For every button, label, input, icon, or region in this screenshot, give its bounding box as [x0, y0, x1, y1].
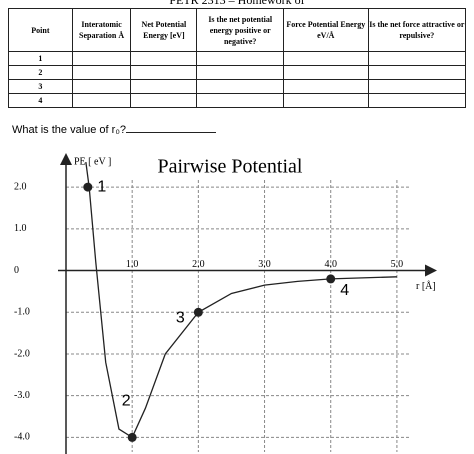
- table-cell: [367, 93, 467, 108]
- column-header: Is the net potential energy positive or …: [196, 8, 284, 52]
- column-header: Net Potential Energy [eV]: [130, 8, 198, 52]
- table-cell: 2: [8, 65, 73, 80]
- chart-title: Pairwise Potential: [158, 156, 303, 178]
- table-cell: [283, 51, 369, 66]
- table-cell: [367, 51, 467, 66]
- table-cell: [367, 65, 467, 80]
- question: What is the value of r₀?: [12, 124, 217, 136]
- table-cell: [196, 51, 284, 66]
- y-tick-label: 2.0: [14, 181, 27, 192]
- x-axis-label: r [Å]: [416, 280, 436, 292]
- x-tick-label: 1.0: [126, 259, 139, 270]
- data-point: [127, 432, 137, 442]
- x-tick-label: 2.0: [192, 259, 205, 270]
- y-tick-label: 0: [14, 265, 19, 276]
- point-label: 2: [122, 393, 131, 410]
- x-tick-label: 3.0: [258, 259, 271, 270]
- table-cell: [196, 93, 284, 108]
- table-cell: [367, 79, 467, 94]
- table-cell: [283, 79, 369, 94]
- table-cell: 1: [8, 51, 73, 66]
- y-tick-label: -3.0: [14, 390, 30, 401]
- data-point: [193, 307, 203, 317]
- column-header: Is the net force attractive or repulsive…: [367, 8, 467, 52]
- column-header: Force Potential Energy eV/Å: [283, 8, 369, 52]
- table-cell: [130, 93, 198, 108]
- table-cell: [71, 79, 132, 94]
- table-cell: [196, 65, 284, 80]
- chart: Pairwise Potential 1.0 2.0 3.0 4.0 5.0 2.0 1.0 0…: [14, 153, 437, 454]
- y-tick-label: -1.0: [14, 307, 30, 318]
- y-tick-label: 1.0: [14, 223, 27, 234]
- y-axis-label: PE [ eV ]: [74, 156, 111, 167]
- table-cell: [130, 51, 198, 66]
- table-cell: [71, 93, 132, 108]
- table-cell: 4: [8, 93, 73, 108]
- header-row: Point Interatomic Separation Å Net Potenti…: [8, 8, 467, 52]
- table-cell: [71, 65, 132, 80]
- column-header: Interatomic Separation Å: [71, 8, 132, 52]
- header-title: PETR 2313 – Homework of: [169, 0, 305, 7]
- table-row: 3: [8, 79, 467, 94]
- data-point: [326, 274, 336, 284]
- column-header: Point: [8, 8, 73, 52]
- table-row: 4: [8, 93, 467, 108]
- table-cell: 3: [8, 79, 73, 94]
- potential-curve: [85, 162, 397, 439]
- x-tick-label: 4.0: [324, 259, 337, 270]
- point-label: 4: [340, 282, 349, 299]
- table-cell: [130, 79, 198, 94]
- table-cell: [283, 65, 369, 80]
- table-cell: [196, 79, 284, 94]
- data-table: Point Interatomic Separation Å Net Potenti…: [8, 8, 467, 108]
- y-tick-label: -4.0: [14, 432, 30, 443]
- table-row: 2: [8, 65, 467, 80]
- table-cell: [130, 65, 198, 80]
- table-cell: [71, 51, 132, 66]
- answer-blank: [126, 132, 217, 133]
- point-label: 1: [97, 178, 106, 195]
- x-tick-label: 5.0: [391, 259, 404, 270]
- table-cell: [283, 93, 369, 108]
- point-label: 3: [176, 309, 185, 326]
- table-row: 1: [8, 51, 467, 66]
- data-point: [83, 182, 93, 192]
- y-tick-label: -2.0: [14, 348, 30, 359]
- question-text: What is the value of r₀?: [12, 124, 127, 136]
